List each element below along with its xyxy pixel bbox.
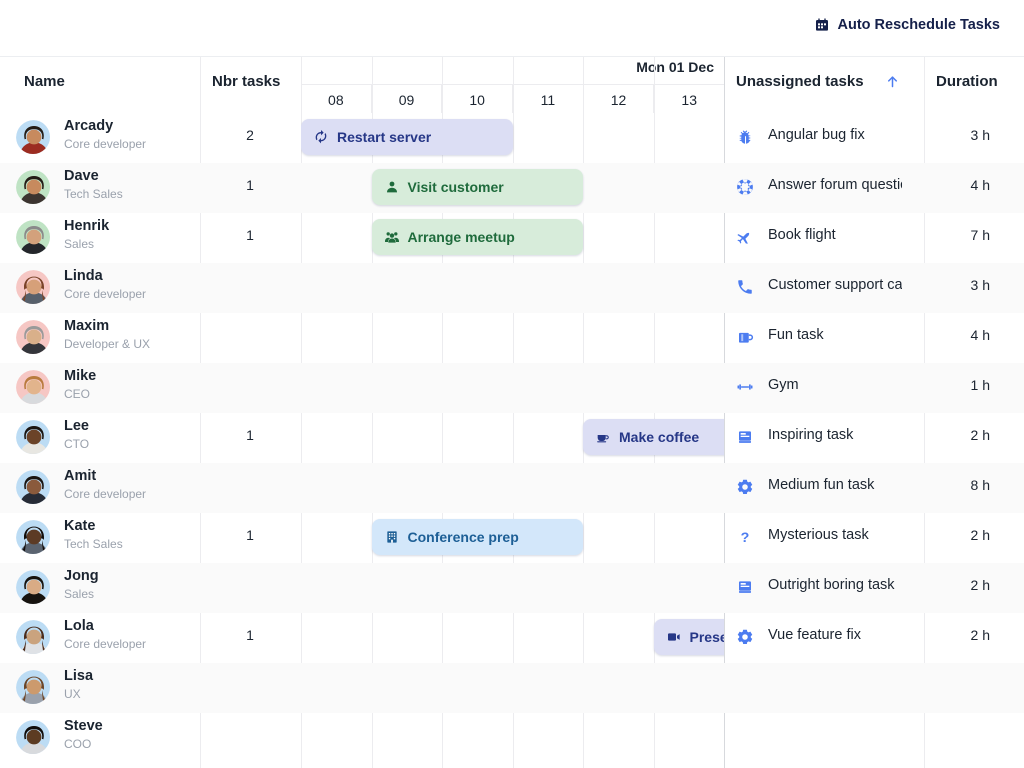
svg-text:?: ?	[741, 530, 750, 546]
